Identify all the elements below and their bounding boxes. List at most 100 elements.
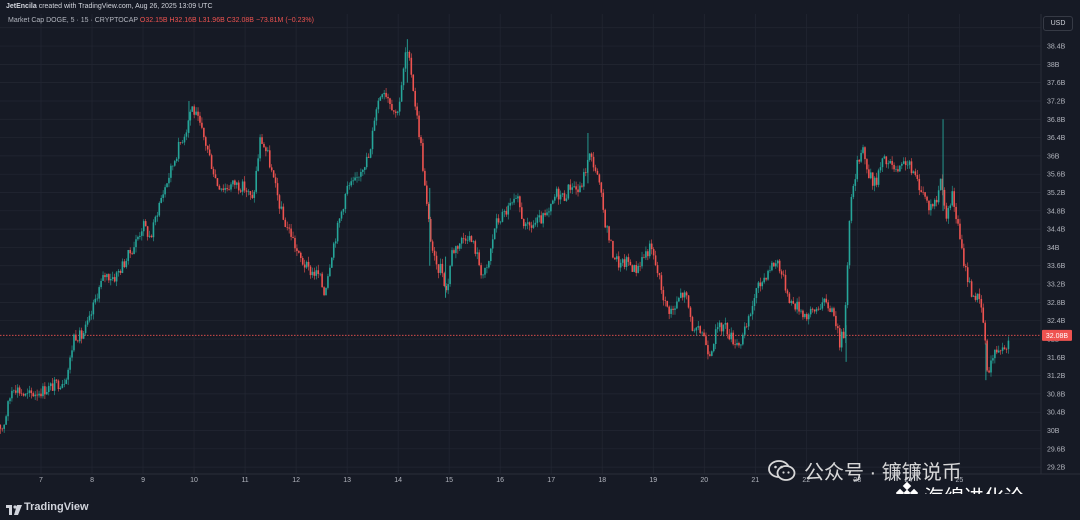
candle-body [375,109,378,121]
candle-body [346,185,349,194]
candle-body [129,249,131,254]
candle-body [800,310,802,312]
candle-body [298,251,300,253]
candle-body [185,132,188,137]
candle-body [212,169,215,175]
price-tick-label: 36.4B [1047,135,1066,142]
candle-body [282,206,285,220]
candle-body [123,261,126,268]
candle-body [980,298,983,308]
candle-body [393,110,395,112]
candle-body [309,266,312,276]
tradingview-logo-text: TradingView [24,501,89,513]
candle-body [44,386,46,395]
candle-body [503,211,506,212]
candle-body [637,265,639,273]
candle-body [294,237,296,249]
candle-body [569,184,572,190]
candle-body [466,240,469,242]
candle-body [191,106,194,112]
candle-body [972,295,975,297]
price-tick-label: 30B [1047,428,1060,435]
price-axis: 38.8B38.4B38B37.6B37.2B36.8B36.4B36B35.6… [1047,25,1066,471]
candle-body [825,298,828,303]
candle-body [422,143,424,171]
created-text: created with TradingView.com, Aug 26, 20… [38,3,213,10]
candle-body [619,262,622,268]
candle-body [976,293,979,300]
candle-body [866,159,868,170]
candle-body [928,200,930,211]
candle-body [583,172,585,187]
price-chart[interactable]: 38.8B38.4B38B37.6B37.2B36.8B36.4B36B35.6… [0,14,1080,494]
candle-body [220,188,223,190]
candle-body [899,165,901,172]
candle-body [53,379,56,391]
candle-body [457,246,459,249]
candle-body [358,176,360,178]
candle-body [321,273,323,288]
candle-body [982,307,985,323]
candle-body [513,198,515,203]
candle-body [546,212,548,216]
candle-body [553,196,556,201]
candle-body [827,302,829,309]
candle-body [441,263,444,274]
candle-body [904,161,907,166]
tradingview-logo-icon [6,502,22,515]
candle-body [59,387,62,390]
candle-body [307,261,310,267]
candle-body [730,332,733,340]
candle-body [416,106,418,116]
candle-body [743,326,746,335]
candle-body [573,186,575,188]
candle-body [639,265,641,267]
candle-body [133,247,135,255]
candle-body [42,386,44,397]
legend-high: H32.16B [169,17,197,24]
last-price-badge: 32.08B [1042,329,1072,341]
candle-body [257,158,259,171]
candle-body [902,161,905,164]
candle-body [883,156,886,159]
candle-body [379,97,382,101]
candle-body [509,202,511,206]
currency-button[interactable]: USD [1043,16,1073,31]
candle-body [394,111,397,113]
candle-body [522,218,525,227]
candle-body [323,287,325,296]
candle-body [317,270,320,274]
price-tick-label: 38B [1047,62,1060,69]
candle-body [751,306,754,315]
candle-body [953,191,955,207]
candle-body [290,228,292,237]
candle-body [648,243,651,257]
candle-body [780,271,783,275]
candle-body [817,308,820,310]
candle-body [199,115,201,123]
candle-body [557,188,560,200]
candle-body [104,275,106,278]
candle-body [703,332,705,337]
candle-body [5,416,7,425]
candle-body [598,174,601,183]
candle-body [885,156,888,165]
candle-body [871,172,874,186]
candle-body [610,240,612,242]
tradingview-logo[interactable]: TradingView [6,501,89,515]
candle-body [895,169,897,170]
candle-body [24,393,27,396]
candle-body [590,153,593,157]
candle-body [966,267,969,283]
candle-body [460,237,463,244]
legend-close: C32.08B [226,17,254,24]
top-bar: JetEncila created with TradingView.com, … [0,0,1080,16]
candle-body [788,293,791,304]
candle-body [447,284,449,291]
candle-body [922,191,924,193]
candle-body [864,147,866,160]
candle-body [36,394,38,396]
candle-body [627,257,630,262]
candle-body [278,195,281,209]
last-price-badge-bg [1042,329,1072,341]
